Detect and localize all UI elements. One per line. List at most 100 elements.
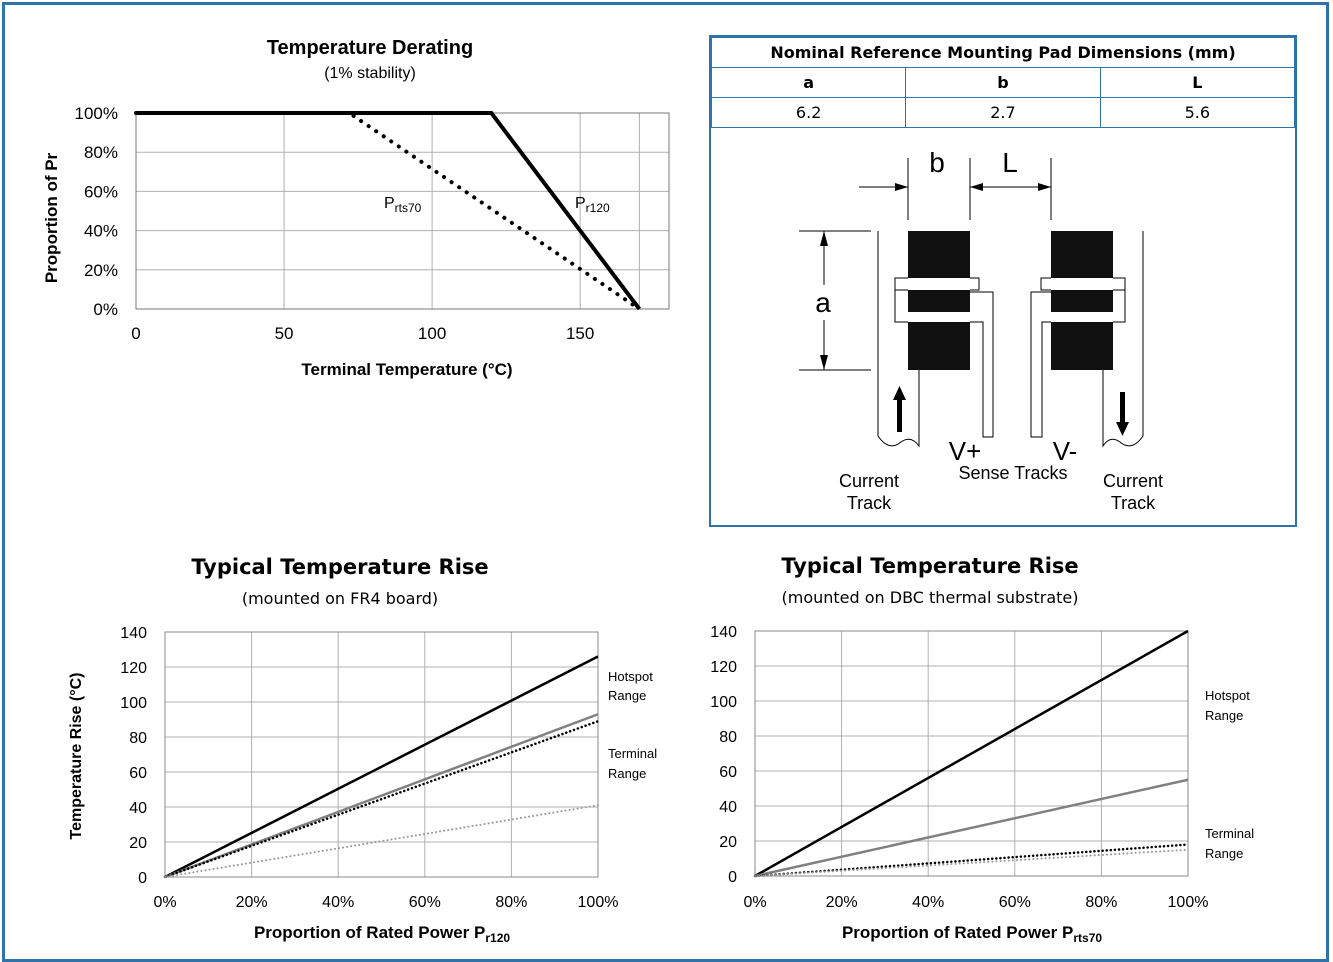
fr4-title: Typical Temperature Rise <box>191 555 489 579</box>
dbc-subtitle: (mounted on DBC thermal substrate) <box>781 588 1079 607</box>
diagram-current-left-2: Track <box>847 493 892 513</box>
y-tick-label: 100 <box>120 695 147 712</box>
y-tick-label: 0 <box>138 870 147 887</box>
x-tick-label: 0% <box>743 894 766 911</box>
y-tick-label: 120 <box>710 659 737 676</box>
derating-label-pr120: Pr120 <box>575 195 610 215</box>
derating-ylabel: Proportion of Pr <box>42 152 61 283</box>
y-tick-label: 80% <box>84 143 118 162</box>
pr120-label-sub: r120 <box>586 201 610 215</box>
prts70-label-main: P <box>384 195 395 212</box>
y-tick-label: 20 <box>719 834 737 851</box>
x-tick-label: 80% <box>495 894 527 911</box>
fr4-ylabel: Temperature Rise (°C) <box>68 672 85 839</box>
pad-header-b: b <box>905 67 1101 98</box>
series-line-3 <box>754 848 1189 877</box>
pad-table-title: Nominal Reference Mounting Pad Dimension… <box>711 37 1295 68</box>
pr120-label-main: P <box>575 195 586 212</box>
fr4-xlabel-sub: r120 <box>485 931 510 945</box>
x-tick-label: 40% <box>322 894 354 911</box>
y-tick-label: 60 <box>719 764 737 781</box>
series-line-0 <box>754 629 1189 878</box>
y-tick-label: 20% <box>84 261 118 280</box>
pad-dimensions-table: Nominal Reference Mounting Pad Dimension… <box>710 37 1296 128</box>
pad-dimensions-panel: Nominal Reference Mounting Pad Dimension… <box>709 35 1297 527</box>
x-tick-label: 40% <box>912 894 944 911</box>
fr4-xlabel: Proportion of Rated Power Pr120 <box>254 923 510 945</box>
x-tick-label: 20% <box>236 894 268 911</box>
series-line-1 <box>134 111 642 311</box>
fr4-grid <box>164 631 599 878</box>
dbc-annot-terminal-1: Terminal <box>1205 826 1254 841</box>
diagram-current-right-2: Track <box>1111 493 1156 513</box>
y-tick-label: 140 <box>710 624 737 641</box>
y-tick-label: 0 <box>728 869 737 886</box>
x-tick-label: 80% <box>1085 894 1117 911</box>
y-tick-label: 100% <box>75 104 118 123</box>
fr4-xlabel-main: Proportion of Rated Power P <box>254 923 485 942</box>
dbc-title: Typical Temperature Rise <box>781 554 1079 578</box>
series-line-2 <box>753 843 1190 878</box>
diagram-v-minus: V- <box>1053 436 1078 466</box>
x-tick-label: 50 <box>275 324 294 343</box>
derating-grid <box>135 112 670 310</box>
y-tick-label: 140 <box>120 625 147 642</box>
series-line-3 <box>164 804 599 878</box>
x-tick-label: 60% <box>999 894 1031 911</box>
y-tick-label: 60 <box>129 765 147 782</box>
x-tick-label: 150 <box>566 324 594 343</box>
pad-header-a: a <box>710 67 907 98</box>
diagram-current-right-1: Current <box>1103 471 1163 491</box>
diagram-sense-tracks: Sense Tracks <box>958 463 1067 483</box>
left-sense-track <box>894 278 994 438</box>
derating-title: Temperature Derating <box>266 37 474 59</box>
derating-ticks: 0% 20% 40% 60% 80% 100% 0 50 100 150 <box>75 104 595 343</box>
fr4-chart: 0 20 40 60 80 100 120 140 0% 20% 40% 60% 80% 100% Tem… <box>68 625 657 945</box>
dbc-annot-hotspot-2: Range <box>1205 708 1243 723</box>
x-tick-label: 60% <box>409 894 441 911</box>
right-sense-track <box>1030 278 1126 438</box>
current-arrow-down-icon <box>1120 392 1125 424</box>
series-line-1 <box>754 778 1189 878</box>
y-tick-label: 40% <box>84 222 118 241</box>
dbc-ticks: 0 20 40 60 80 100 120 140 0% 20% 40% 60% 80% 100% <box>710 624 1208 911</box>
fr4-annot-hotspot-2: Range <box>608 688 646 703</box>
current-arrow-up-icon <box>897 398 902 432</box>
y-tick-label: 0% <box>93 300 118 319</box>
x-tick-label: 0% <box>153 894 176 911</box>
derating-label-prts70: Prts70 <box>384 195 422 215</box>
fr4-subtitle: (mounted on FR4 board) <box>241 589 439 608</box>
x-tick-label: 20% <box>826 894 858 911</box>
fr4-annot-terminal-2: Range <box>608 766 646 781</box>
fr4-annot-terminal-1: Terminal <box>608 746 657 761</box>
pad-value-L: 5.6 <box>1099 97 1296 128</box>
series-line-2 <box>163 720 600 879</box>
y-tick-label: 20 <box>129 835 147 852</box>
y-tick-label: 60% <box>84 182 118 201</box>
dbc-annot-hotspot-1: Hotspot <box>1205 688 1250 703</box>
diagram-label-b: b <box>929 147 945 178</box>
fr4-annot-hotspot-1: Hotspot <box>608 669 653 684</box>
pad-value-a: 6.2 <box>710 97 907 128</box>
plot-frame <box>164 631 599 878</box>
dbc-annot-terminal-2: Range <box>1205 846 1243 861</box>
plot-frame <box>754 630 1189 877</box>
y-tick-label: 40 <box>719 799 737 816</box>
x-tick-label: 100 <box>418 324 446 343</box>
prts70-label-sub: rts70 <box>395 201 422 215</box>
dbc-xlabel-sub: rts70 <box>1073 931 1102 945</box>
dbc-chart: 0 20 40 60 80 100 120 140 0% 20% 40% 60% 80% 100% Pro… <box>710 624 1254 945</box>
fr4-ticks: 0 20 40 60 80 100 120 140 0% 20% 40% 60% 80% 100% <box>120 625 618 911</box>
derating-xlabel: Terminal Temperature (°C) <box>301 360 512 379</box>
right-current-track <box>1102 231 1144 448</box>
x-tick-label: 100% <box>1168 894 1209 911</box>
x-tick-label: 100% <box>578 894 619 911</box>
diagram-label-L: L <box>1002 147 1018 178</box>
dbc-series <box>753 629 1190 878</box>
diagram-current-left-1: Current <box>839 471 899 491</box>
derating-subtitle: (1% stability) <box>324 65 416 82</box>
y-tick-label: 80 <box>719 729 737 746</box>
pad-layout-diagram: b L a V+ V- Sense Tracks Current Track C… <box>799 147 1163 513</box>
fr4-series <box>163 655 600 879</box>
diagram-v-plus: V+ <box>949 436 982 466</box>
